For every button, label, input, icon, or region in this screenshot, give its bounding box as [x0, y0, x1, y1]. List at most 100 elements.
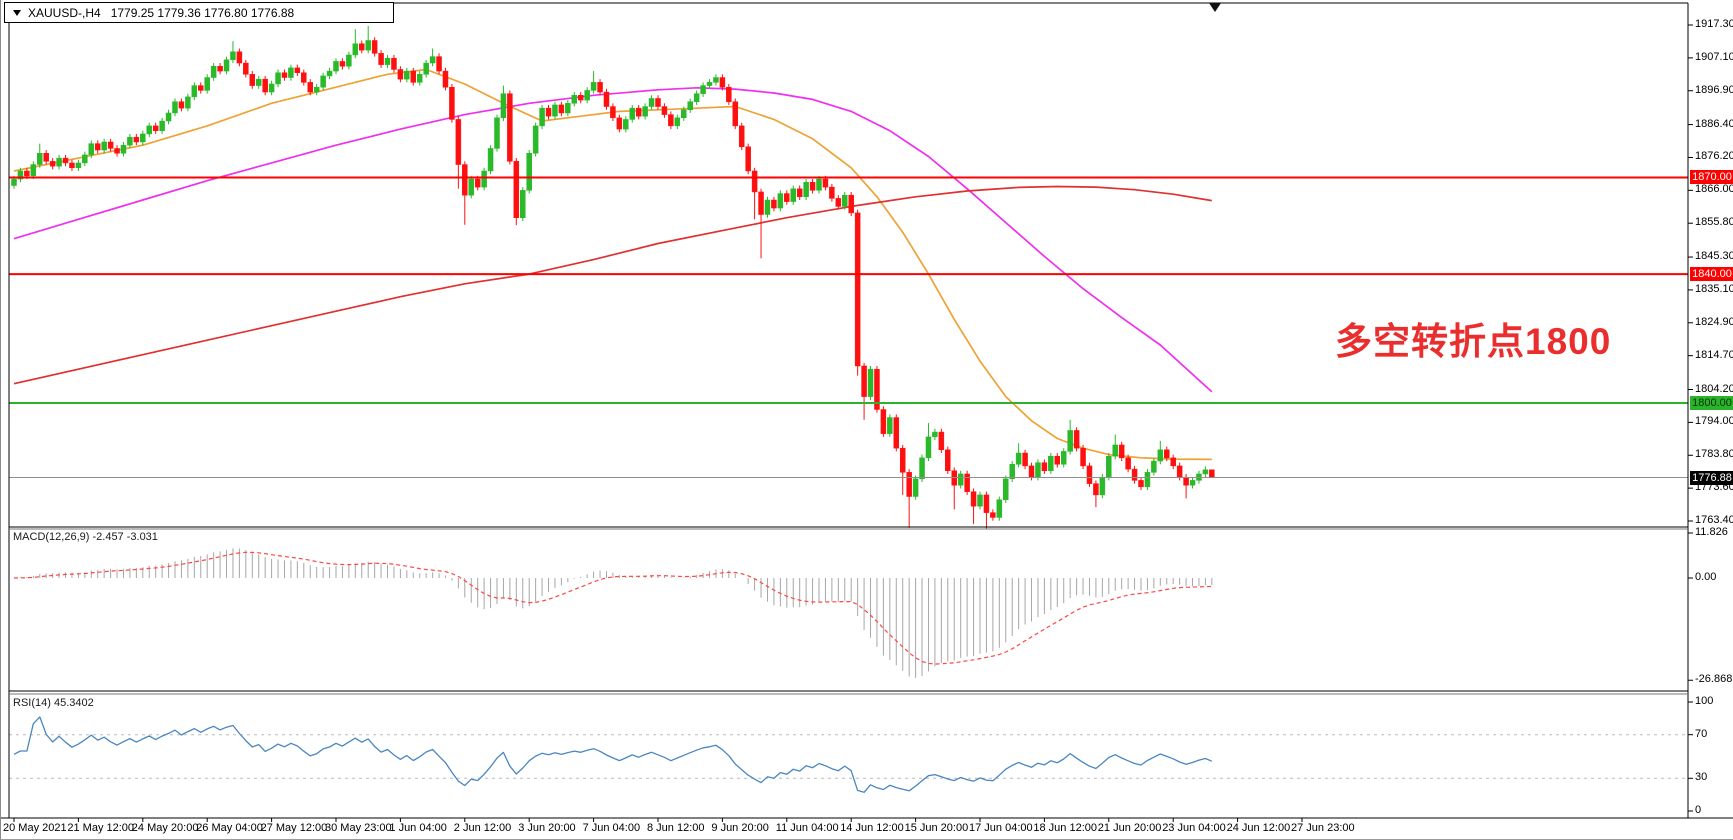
candle-body-up [1009, 464, 1015, 480]
candle-body-down [990, 512, 996, 518]
quote-bar[interactable]: XAUUSD-,H4 1779.25 1779.36 1776.80 1776.… [4, 2, 394, 23]
candle-body-up [842, 194, 848, 207]
candle-body-up [1106, 455, 1112, 478]
candle-body-up [552, 104, 558, 117]
candle-body-up [648, 98, 655, 107]
candle-body-down [732, 101, 739, 127]
candle-body-down [964, 473, 970, 492]
candle-body-up [487, 148, 494, 172]
candle-body-up [1151, 460, 1157, 473]
candle-body-up [352, 43, 359, 56]
candle-body-down [249, 74, 256, 86]
candle-body-down [1176, 465, 1183, 478]
candle-body-up [82, 154, 88, 164]
time-axis-label: 21 Jun 20:00 [1097, 822, 1162, 834]
candle-body-up [977, 494, 983, 507]
candle-body-up [925, 436, 932, 459]
time-axis-label: 9 Jun 20:00 [711, 822, 769, 834]
candle-body-up [365, 40, 371, 51]
candle-body-up [539, 107, 545, 127]
candle-body-up [1112, 444, 1118, 457]
candle-body-up [165, 112, 172, 122]
candle-body-up [120, 144, 127, 154]
candle-body-down [745, 146, 751, 172]
candle-body-down [371, 40, 378, 54]
candle-body-down [784, 193, 790, 202]
candle-body-down [397, 69, 404, 80]
price-axis-label: 1866.00 [1695, 183, 1733, 196]
candle-body-up [565, 103, 571, 114]
price-axis-label: 1907.10 [1695, 50, 1733, 63]
macd-indicator-label: MACD(12,26,9) -2.457 -3.031 [13, 531, 158, 543]
candle-body-up [706, 82, 713, 86]
candle-body-up [957, 473, 964, 486]
candle-body-up [623, 119, 629, 130]
candle-body-down [545, 107, 552, 117]
candle-body-down [359, 43, 365, 51]
time-axis-label: 17 Jun 04:00 [969, 822, 1033, 834]
candle-body-down [738, 125, 745, 148]
candle-body-down [899, 447, 906, 473]
candle-body-down [262, 78, 268, 93]
candle-body-down [236, 51, 243, 64]
candle-body-up [75, 162, 82, 169]
candle-body-down [1209, 469, 1215, 478]
symbol-period-label: XAUUSD-,H4 [28, 5, 101, 20]
candle-body-down [796, 188, 803, 198]
price-axis-label: 1814.70 [1695, 348, 1733, 361]
candle-body-down [1028, 465, 1035, 478]
candle-body-up [88, 143, 95, 156]
candle-body-up [37, 153, 43, 165]
candle-body-down [455, 119, 462, 165]
candle-body-down [603, 91, 610, 107]
candle-body-down [69, 162, 75, 169]
price-axis-label: 1783.80 [1695, 448, 1733, 461]
price-axis-label: 1917.30 [1695, 18, 1733, 30]
candle-body-up [919, 457, 925, 480]
rsi-name: RSI(14) [13, 697, 51, 709]
candle-body-down [771, 199, 777, 209]
candle-body-up [887, 417, 893, 434]
candle-body-up [255, 78, 262, 86]
candle-body-down [1164, 449, 1170, 459]
candle-body-up [191, 85, 198, 98]
candle-body-down [442, 70, 449, 88]
candle-body-down [861, 365, 867, 397]
candle-body-down [848, 194, 854, 214]
candle-body-down [719, 77, 726, 88]
candle-body-up [56, 157, 62, 167]
candle-body-down [726, 86, 732, 102]
candle-body-up [1144, 472, 1151, 488]
candle-body-up [1189, 480, 1196, 486]
candle-body-down [281, 72, 288, 78]
candle-body-up [1202, 469, 1209, 475]
price-line-badge-1800.00: 1800.00 [1690, 396, 1733, 411]
rsi-line [13, 716, 1213, 793]
candle-body-down [829, 186, 835, 199]
candle-body-down [133, 136, 140, 143]
collapse-arrow-icon[interactable] [13, 9, 21, 16]
candle-body-up [777, 193, 784, 209]
candle-body-up [681, 109, 687, 119]
candle-body-up [932, 431, 938, 438]
candle-body-down [94, 143, 101, 151]
candle-body-up [674, 117, 681, 127]
time-axis-label: 15 Jun 20:00 [904, 822, 969, 834]
candle-body-down [758, 191, 764, 215]
candle-body-up [912, 478, 919, 497]
time-axis-label: 2 Jun 12:00 [453, 822, 512, 834]
candle-body-up [11, 178, 17, 186]
price-axis-label: 1896.90 [1695, 83, 1733, 96]
macd-signal-line [13, 551, 1212, 665]
time-axis-label: 20 May 2021 [3, 822, 67, 834]
candle-body-up [288, 67, 294, 78]
candle-body-up [693, 93, 700, 102]
candle-body-down [24, 170, 30, 177]
rsi-indicator-label: RSI(14) 45.3402 [13, 697, 94, 709]
chart-shift-marker-icon[interactable] [1209, 3, 1221, 12]
time-axis-label: 14 Jun 12:00 [840, 822, 904, 834]
candle-body-down [513, 161, 520, 218]
candle-body-down [152, 125, 159, 131]
candle-body-down [294, 67, 301, 73]
